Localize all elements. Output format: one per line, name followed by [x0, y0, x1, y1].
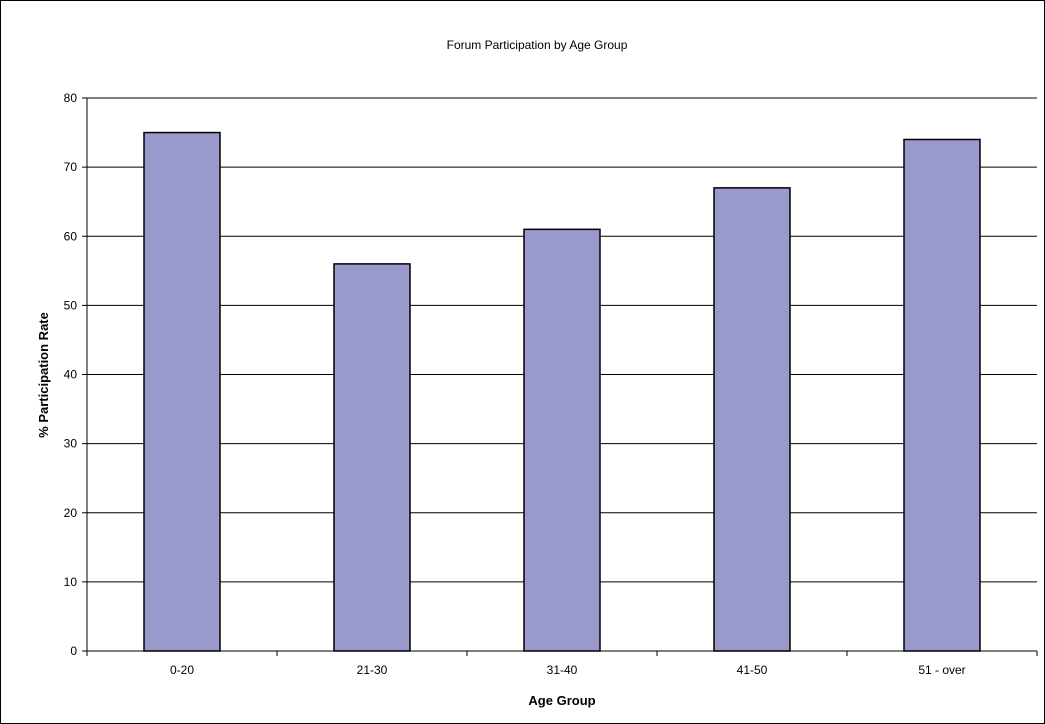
- y-tick-label: 70: [64, 160, 78, 174]
- x-tick-label: 31-40: [547, 663, 578, 677]
- bar-0-20: [143, 131, 221, 652]
- chart-title: Forum Participation by Age Group: [447, 38, 628, 52]
- x-tick-label: 41-50: [737, 663, 768, 677]
- y-axis-title: % Participation Rate: [36, 312, 51, 438]
- bar-31-40: [523, 228, 601, 652]
- x-tick-label: 0-20: [170, 663, 194, 677]
- y-tick-label: 50: [64, 298, 78, 312]
- y-tick-label: 30: [64, 437, 78, 451]
- x-axis-ticks: 0-20 21-30 31-40 41-50 51 - over: [86, 651, 1038, 677]
- x-tick-label: 21-30: [357, 663, 388, 677]
- bar-51-over: [903, 138, 981, 652]
- x-axis-title: Age Group: [528, 693, 595, 708]
- y-tick-label: 0: [70, 644, 77, 658]
- bar-21-30: [333, 263, 411, 652]
- y-tick-label: 40: [64, 368, 78, 382]
- y-axis-ticks: 0 10 20 30 40 50 60 70 80: [64, 91, 87, 658]
- y-tick-label: 80: [64, 91, 78, 105]
- y-tick-label: 20: [64, 506, 78, 520]
- y-tick-label: 60: [64, 229, 78, 243]
- bars: [143, 131, 981, 652]
- x-tick-label: 51 - over: [918, 663, 965, 677]
- bar-41-50: [713, 187, 791, 652]
- y-tick-label: 10: [64, 575, 78, 589]
